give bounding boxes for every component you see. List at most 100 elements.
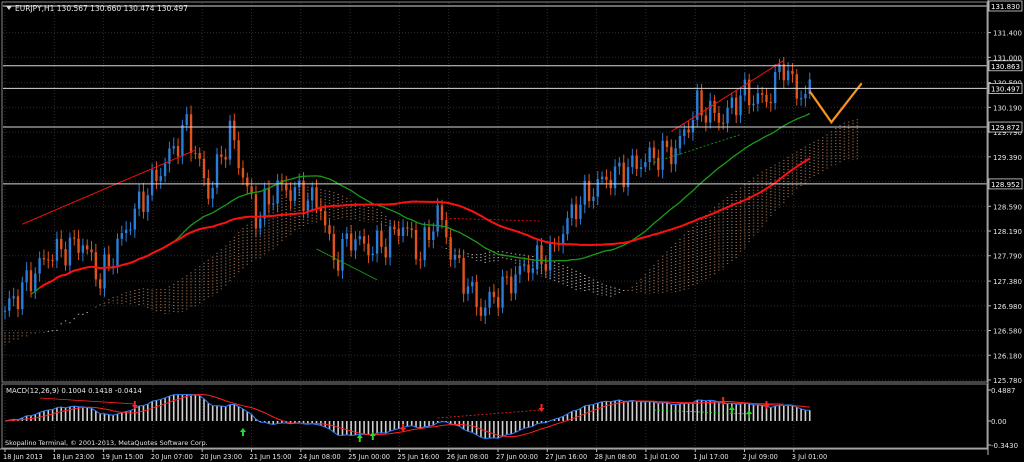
candle-body <box>618 162 621 167</box>
candle-body <box>263 188 266 219</box>
candle-body <box>605 176 608 180</box>
time-label: 26 Jun 08:00 <box>447 453 489 461</box>
candle-body <box>652 147 656 159</box>
candle-body <box>743 79 747 96</box>
time-label: 1 Jul 17:00 <box>693 453 728 461</box>
candle-body <box>739 95 742 116</box>
price-panel[interactable]: EURJPY,H1 130.567 130.660 130.474 130.49… <box>1 1 988 383</box>
macd-axis-zero-label: 0.00 <box>991 418 1007 426</box>
price-tick-label: 131.400 <box>993 30 1022 38</box>
candle-body <box>341 239 344 271</box>
arrow-up-icon <box>369 432 376 440</box>
horizontal-levels[interactable] <box>3 5 987 185</box>
candle-body <box>747 79 751 106</box>
candle-body <box>752 103 755 106</box>
candle-body <box>354 239 357 251</box>
macd-lines <box>4 394 810 440</box>
candle-body <box>782 64 785 81</box>
candle-body <box>735 97 738 116</box>
macd-signal-line <box>4 394 810 438</box>
candle-body <box>760 93 764 95</box>
trendline-green <box>653 134 741 163</box>
candle-body <box>795 74 798 99</box>
candle-body <box>600 176 604 180</box>
candle-body <box>548 243 552 271</box>
time-label: 20 Jun 23:00 <box>200 453 242 461</box>
trendline-green <box>316 248 378 281</box>
level-label-box <box>988 60 1023 72</box>
candle-body <box>639 167 643 169</box>
candle-body <box>458 254 461 259</box>
candle-body <box>380 230 383 247</box>
price-tick-label: 129.790 <box>993 129 1022 137</box>
candle-body <box>345 233 348 240</box>
candle-body <box>3 310 7 312</box>
candle-body <box>21 282 24 310</box>
candle-body <box>142 191 145 212</box>
moving-averages <box>30 112 811 295</box>
level-label: 130.863 <box>991 63 1020 71</box>
level-label-box <box>988 121 1023 133</box>
price-tick-label: 128.190 <box>993 228 1022 236</box>
candle-body <box>207 177 210 199</box>
candle-body <box>471 281 474 287</box>
candle-body <box>336 260 340 271</box>
candle-body <box>466 286 470 294</box>
candle-body <box>583 180 586 205</box>
price-tick-label: 127.790 <box>993 253 1022 261</box>
candle-body <box>246 177 249 187</box>
candle-body <box>665 140 669 147</box>
candle-body <box>163 163 167 177</box>
candle-body <box>449 237 452 260</box>
candle-body <box>414 230 418 260</box>
candle-body <box>81 245 85 253</box>
candle-body <box>804 94 807 99</box>
candle-body <box>8 298 11 311</box>
trendline-red-dashed <box>437 217 542 222</box>
candle-body <box>124 229 128 234</box>
price-axis[interactable]: 131.830131.400131.000130.590130.190129.7… <box>987 0 1023 455</box>
candle-body <box>773 72 777 104</box>
candle-body <box>730 97 734 108</box>
candle-body <box>657 158 660 170</box>
chart-menu-triangle-icon[interactable] <box>6 6 12 10</box>
candle-body <box>319 207 323 212</box>
arrow-down-icon <box>538 404 545 412</box>
candle-body <box>371 253 374 256</box>
macd-panel[interactable]: MACD(12,26,9) 0.1004 0.1418 -0.0414 Skop… <box>1 383 1018 450</box>
candle-body <box>497 297 500 308</box>
price-tick-label: 126.580 <box>993 328 1022 336</box>
macd-divergence-line <box>437 409 542 419</box>
time-label: 2 Jul 09:00 <box>743 453 778 461</box>
candle-body <box>211 187 214 199</box>
candle-body <box>510 276 513 294</box>
candle-body <box>185 114 188 125</box>
candle-body <box>592 196 595 202</box>
candle-body <box>16 296 20 310</box>
candle-body <box>51 259 54 261</box>
candle-body <box>228 120 232 160</box>
candle-body <box>410 228 413 231</box>
level-label-box <box>988 178 1023 190</box>
candle-body <box>523 264 526 266</box>
candle-body <box>626 167 630 188</box>
price-tick-label: 131.000 <box>993 54 1022 62</box>
candle-body <box>661 140 664 170</box>
level-label: 128.952 <box>991 181 1020 189</box>
arrow-up-icon <box>746 410 753 418</box>
candle-body <box>194 152 197 154</box>
candle-body <box>311 187 314 201</box>
candle-body <box>254 194 258 229</box>
candle-body <box>349 233 353 251</box>
candle-body <box>150 169 154 196</box>
trendlines[interactable] <box>22 59 863 281</box>
candle-body <box>90 249 93 253</box>
candle-body <box>272 203 275 205</box>
candle-body <box>648 147 651 163</box>
candlestick-series[interactable] <box>3 56 811 325</box>
time-axis[interactable]: 18 Jun 2013 18 Jun 23:00 19 Jun 15:00 20 Ju… <box>0 448 988 461</box>
candle-body <box>116 238 119 267</box>
level-label-box <box>988 83 1023 94</box>
price-tick-label: 130.190 <box>993 104 1022 112</box>
